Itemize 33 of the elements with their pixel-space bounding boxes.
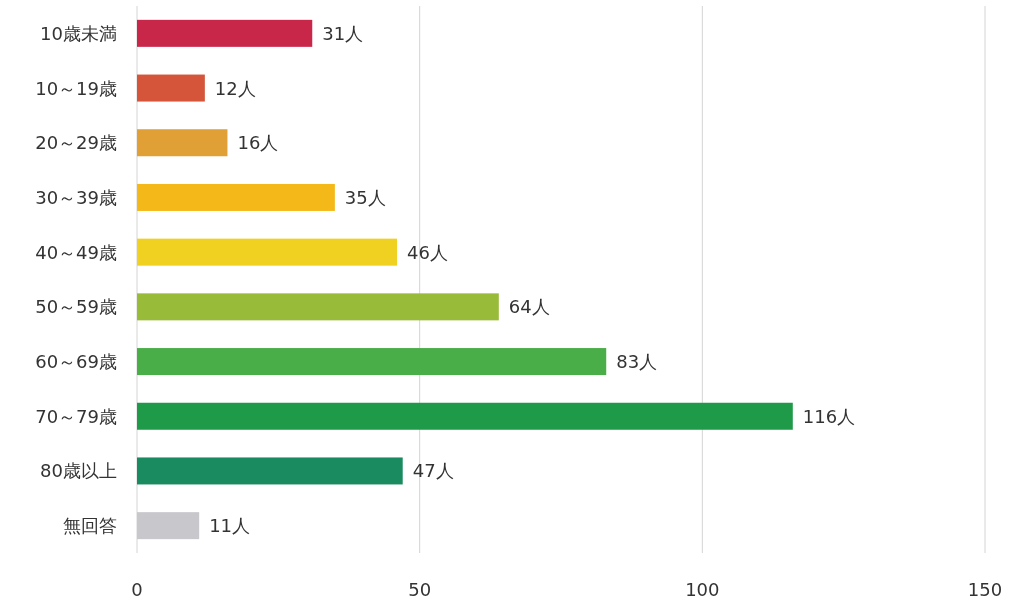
y-tick-label: 50～59歳 (35, 296, 117, 318)
data-label: 12人 (214, 77, 256, 99)
x-tick-label: 100 (685, 579, 720, 600)
y-tick-label: 70～79歳 (35, 405, 117, 427)
bar (137, 238, 398, 266)
data-label: 35人 (344, 186, 386, 208)
x-tick-label: 0 (131, 579, 143, 600)
data-label: 11人 (209, 515, 251, 537)
y-tick-label: 10歳未満 (40, 22, 117, 44)
bar (137, 457, 403, 485)
bar (137, 129, 228, 157)
bar (137, 74, 205, 102)
data-label: 31人 (322, 22, 364, 44)
y-tick-label: 80歳以上 (40, 460, 117, 482)
y-tick-label: 20～29歳 (35, 132, 117, 154)
bar (137, 293, 499, 321)
data-label: 116人 (802, 405, 856, 427)
data-label: 47人 (412, 460, 454, 482)
bar (137, 402, 793, 430)
bar (137, 19, 313, 47)
data-label: 46人 (407, 241, 448, 263)
bar (137, 348, 607, 376)
x-tick-label: 150 (967, 579, 1003, 600)
data-label: 83人 (616, 351, 658, 373)
y-tick-label: 10～19歳 (35, 77, 117, 99)
bar (137, 183, 335, 211)
x-tick-label: 50 (408, 579, 432, 600)
data-label: 16人 (237, 132, 279, 154)
y-tick-label: 無回答 (63, 515, 117, 537)
y-tick-label: 30～39歳 (35, 186, 117, 208)
y-tick-label: 60～69歳 (35, 351, 117, 373)
data-label: 64人 (508, 296, 550, 318)
y-tick-label: 40～49歳 (35, 241, 117, 263)
